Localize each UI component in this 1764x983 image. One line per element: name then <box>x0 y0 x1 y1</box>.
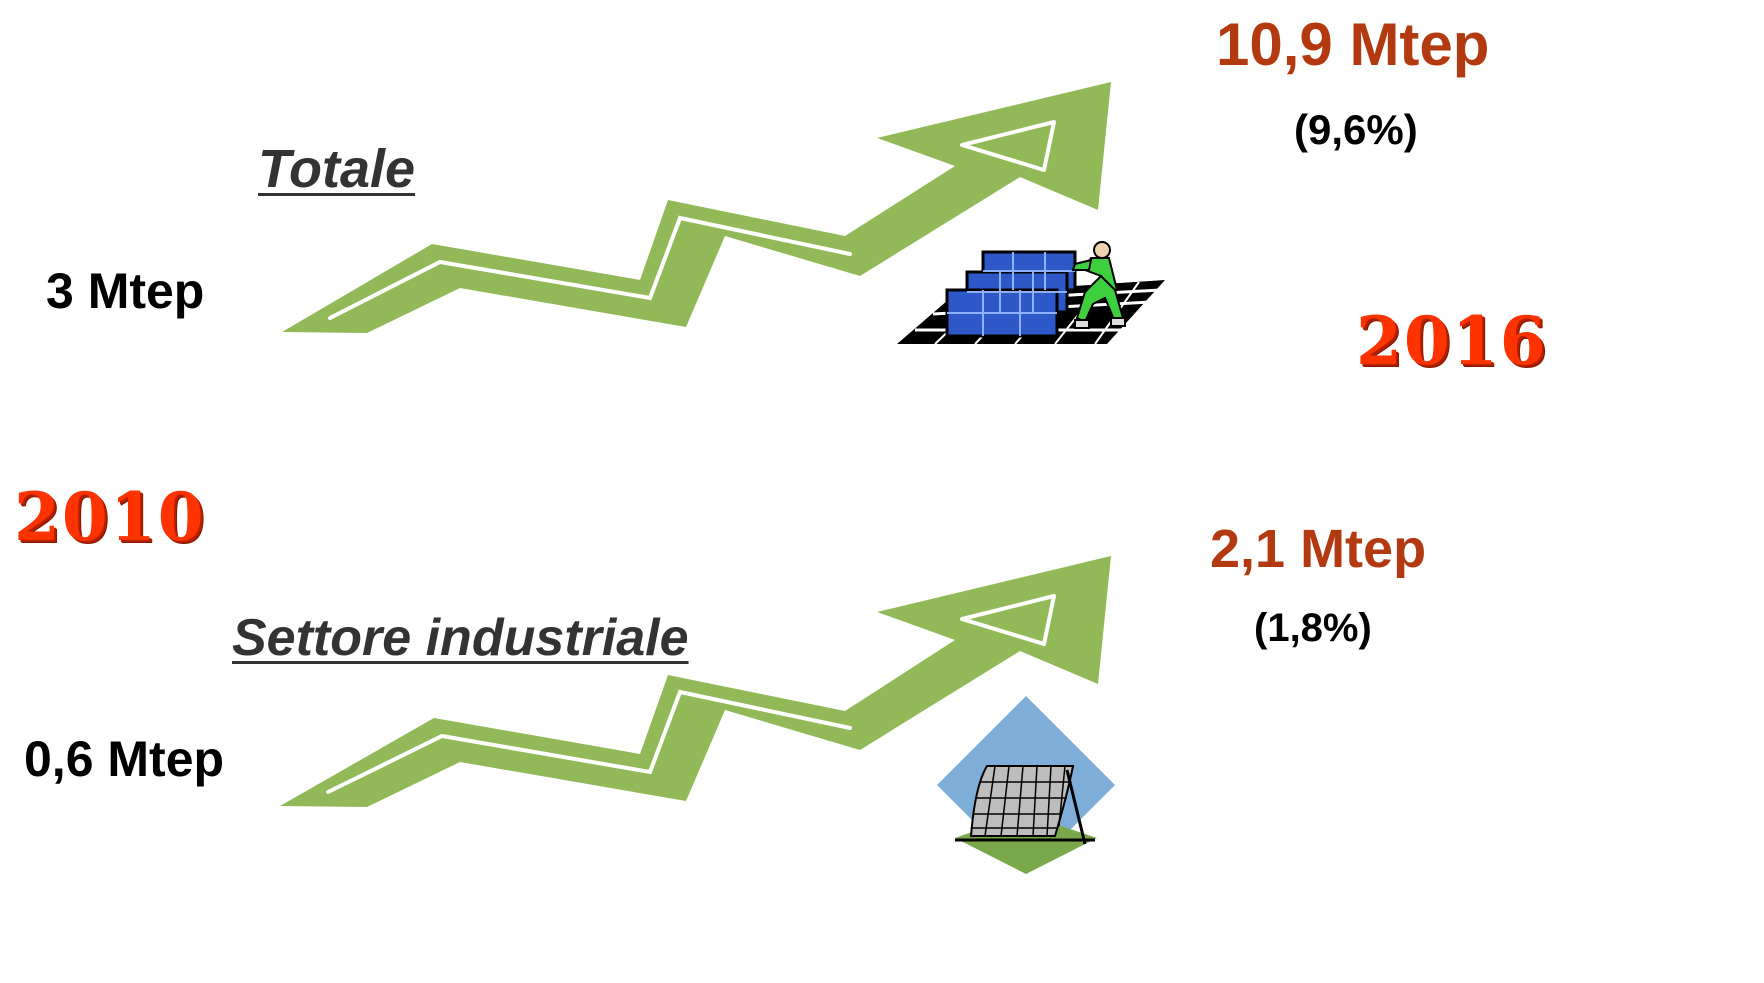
total-end-share: (9,6%) <box>1294 106 1418 153</box>
solar-panel-installer-icon <box>897 241 1165 345</box>
industrial-end-value: 2,1 Mtep <box>1210 519 1427 579</box>
total-end-value: 10,9 Mtep <box>1216 11 1490 78</box>
total-heading: Totale <box>258 139 416 199</box>
industrial-heading: Settore industriale <box>232 609 689 667</box>
industrial-end-share: (1,8%) <box>1254 606 1372 650</box>
year-end: 2016 <box>1356 302 1548 380</box>
total-start-value: 3 Mtep <box>46 263 205 319</box>
industrial-start-value: 0,6 Mtep <box>24 731 225 787</box>
solar-collector-icon <box>937 696 1115 874</box>
year-start: 2010 <box>14 478 206 556</box>
